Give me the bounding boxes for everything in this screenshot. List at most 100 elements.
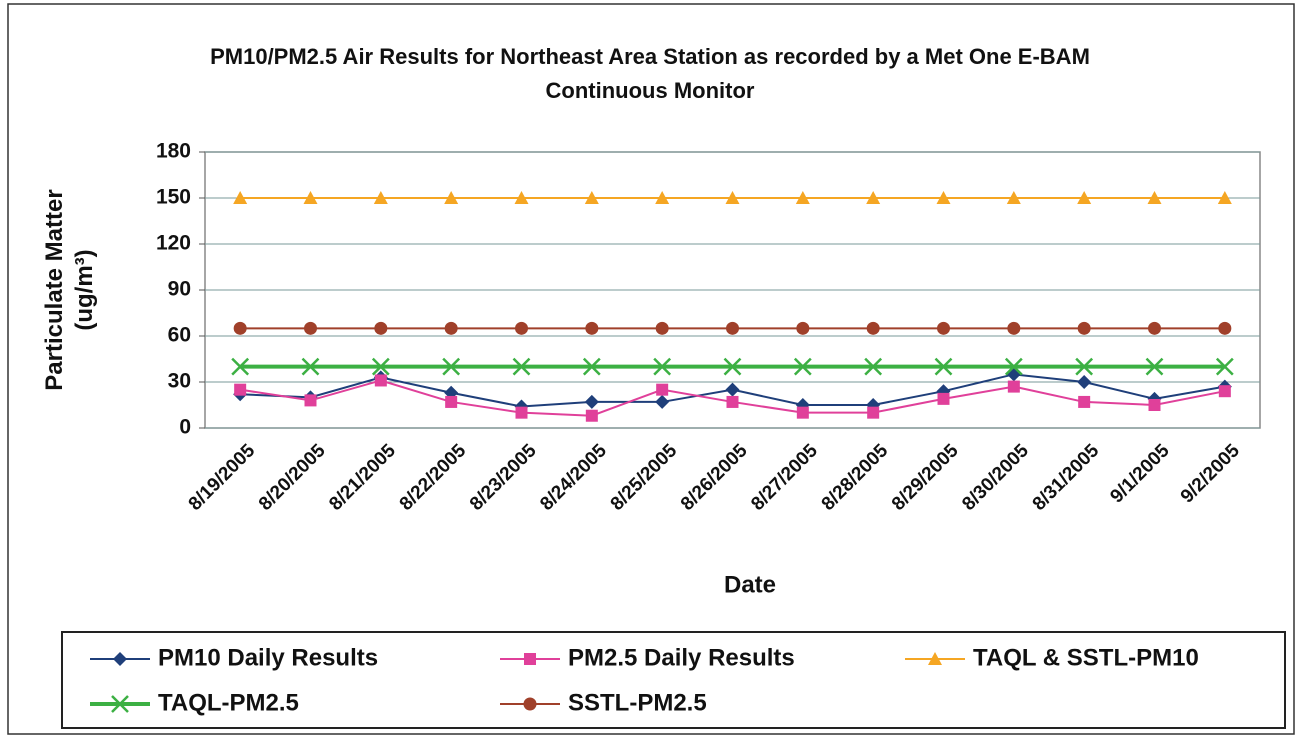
data-point: [866, 321, 880, 335]
x-tick-label: 8/26/2005: [677, 440, 752, 515]
y-tick-label: 90: [168, 278, 191, 301]
data-point: [937, 321, 950, 335]
data-point: [937, 392, 950, 405]
data-point: [726, 321, 739, 335]
x-tick-label: 8/30/2005: [958, 440, 1033, 515]
data-point: [304, 394, 317, 407]
x-tick-label: 8/19/2005: [185, 440, 260, 515]
data-point: [655, 394, 670, 409]
chart-border: [7, 3, 1295, 735]
data-point: [304, 321, 317, 335]
x-tick-label: 8/27/2005: [747, 440, 822, 515]
data-point: [582, 357, 601, 376]
data-point: [515, 321, 528, 335]
data-point: [1148, 399, 1161, 411]
data-point: [934, 357, 953, 376]
legend-marker: [113, 652, 127, 666]
data-point: [796, 406, 809, 419]
y-tick-label: 0: [179, 416, 191, 439]
data-point: [796, 321, 810, 335]
x-tick-label: 8/20/2005: [255, 440, 330, 515]
data-point: [725, 191, 740, 204]
legend-box: [61, 631, 1286, 729]
data-point: [585, 409, 598, 422]
data-point: [445, 395, 458, 408]
x-tick-label: 8/31/2005: [1029, 440, 1104, 515]
data-point: [1004, 357, 1023, 376]
data-point: [303, 191, 318, 204]
legend-label: TAQL-PM2.5: [158, 689, 299, 716]
data-point: [1077, 321, 1091, 335]
data-point: [234, 383, 247, 396]
y-tick-label: 120: [156, 232, 191, 255]
data-point: [585, 321, 599, 335]
data-point: [374, 374, 387, 387]
data-point: [1007, 380, 1020, 393]
x-tick-label: 9/1/2005: [1106, 440, 1173, 507]
data-point: [231, 357, 250, 376]
x-tick-label: 8/25/2005: [607, 440, 682, 515]
data-point: [656, 383, 669, 396]
x-tick-label: 8/24/2005: [536, 440, 611, 515]
x-tick-label: 8/28/2005: [818, 440, 893, 515]
x-tick-label: 8/29/2005: [888, 440, 963, 515]
legend-marker: [111, 695, 129, 713]
data-point: [1077, 375, 1092, 389]
data-point: [936, 191, 951, 204]
data-point: [655, 321, 669, 335]
data-point: [374, 321, 388, 335]
y-tick-label: 180: [156, 140, 191, 163]
data-point: [725, 382, 740, 397]
x-tick-label: 8/23/2005: [466, 440, 541, 515]
data-point: [867, 406, 880, 419]
data-point: [1078, 395, 1091, 408]
x-tick-label: 8/21/2005: [325, 440, 400, 515]
legend-label: PM2.5 Daily Results: [568, 644, 795, 671]
data-point: [233, 321, 247, 335]
data-point: [233, 191, 248, 204]
y-tick-label: 30: [168, 370, 191, 393]
data-point: [584, 394, 599, 409]
data-point: [866, 191, 881, 204]
y-axis-label: Particulate Matter (ug/m³): [41, 189, 98, 391]
x-tick-label: 9/2/2005: [1177, 440, 1244, 507]
data-point: [1006, 367, 1021, 382]
data-point: [795, 191, 810, 204]
legend-label: PM10 Daily Results: [158, 644, 378, 671]
data-point: [1006, 191, 1021, 204]
data-point: [515, 406, 528, 419]
x-tick-label: 8/22/2005: [396, 440, 471, 515]
legend-marker: [928, 652, 942, 665]
data-point: [1147, 191, 1162, 204]
data-point: [1218, 385, 1231, 398]
data-point: [444, 321, 458, 335]
y-tick-label: 150: [156, 186, 191, 209]
data-point: [726, 395, 739, 408]
data-point: [1077, 191, 1092, 204]
data-point: [723, 357, 742, 376]
data-point: [371, 357, 390, 376]
data-point: [1215, 357, 1234, 376]
data-point: [373, 191, 388, 204]
data-point: [655, 191, 670, 204]
data-point: [793, 357, 812, 376]
y-tick-label: 60: [168, 324, 191, 347]
data-point: [301, 357, 320, 376]
legend-marker: [524, 653, 536, 665]
data-point: [512, 357, 531, 376]
data-point: [1218, 321, 1232, 335]
data-point: [653, 357, 672, 376]
data-point: [514, 191, 529, 204]
x-axis-label: Date: [724, 571, 776, 598]
data-point: [864, 357, 883, 376]
legend-label: SSTL-PM2.5: [568, 689, 707, 716]
data-point: [1145, 357, 1164, 376]
data-point: [1148, 321, 1161, 335]
chart-title: PM10/PM2.5 Air Results for Northeast Are…: [210, 44, 1090, 103]
legend-marker: [523, 697, 537, 711]
data-point: [1217, 191, 1232, 204]
data-point: [444, 191, 459, 204]
legend-label: TAQL & SSTL-PM10: [973, 644, 1199, 671]
